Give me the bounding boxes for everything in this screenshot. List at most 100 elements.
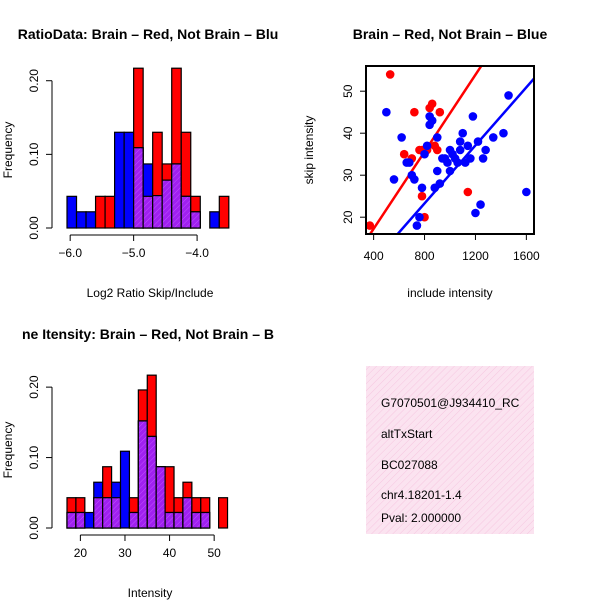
scatter-frame bbox=[365, 65, 535, 235]
brain-point bbox=[399, 149, 409, 159]
not-brain-point bbox=[412, 221, 422, 230]
scatter-y-tick-label: 30 bbox=[341, 168, 355, 182]
not-brain-point bbox=[478, 154, 488, 163]
intensity-histogram-overlap-bar bbox=[75, 511, 86, 529]
info-event-type: altTxStart bbox=[381, 427, 433, 441]
info-accession: BC027088 bbox=[381, 458, 438, 472]
intensity-histogram-overlap-bar bbox=[128, 511, 139, 529]
not-brain-point bbox=[468, 112, 478, 121]
not-brain-point bbox=[455, 137, 465, 146]
ratio-histogram: RatioData: Brain – Red, Not Brain – Blu … bbox=[1, 26, 278, 300]
intensity-histogram-overlap-bar bbox=[110, 497, 122, 529]
intensity-histogram-y-tick-label: 0.10 bbox=[27, 446, 41, 470]
ratio-histogram-title: RatioData: Brain – Red, Not Brain – Blu bbox=[18, 26, 279, 42]
not-brain-point bbox=[420, 149, 429, 159]
brain-point bbox=[432, 145, 442, 155]
ratio-histogram-y-tick-label: 0.10 bbox=[27, 142, 41, 166]
ratio-histogram-overlap-bar bbox=[171, 163, 182, 229]
not-brain-point bbox=[466, 154, 475, 163]
ratio-histogram-x-tick-label: −4.0 bbox=[185, 246, 209, 260]
intensity-histogram-x-tick-label: 30 bbox=[118, 546, 132, 560]
not-brain-point bbox=[453, 158, 462, 167]
intensity-histogram-x-tick-label: 50 bbox=[207, 546, 221, 560]
intensity-histogram-not-brain-bar bbox=[119, 450, 131, 529]
intensity-histogram-xlabel: Intensity bbox=[128, 586, 173, 600]
intensity-histogram-not-brain-bar bbox=[84, 511, 95, 529]
not-brain-point bbox=[432, 133, 442, 142]
not-brain-point bbox=[382, 107, 391, 117]
intensity-histogram-overlap-bar bbox=[200, 511, 211, 529]
ratio-histogram-overlap-bar bbox=[133, 147, 144, 229]
ratio-histogram-overlap-bar bbox=[180, 195, 192, 229]
scatter-y-tick-label: 40 bbox=[341, 126, 355, 140]
ratio-histogram-bars bbox=[66, 67, 230, 229]
ratio-histogram-not-brain-bar bbox=[66, 195, 78, 229]
not-brain-point bbox=[389, 175, 399, 184]
intensity-histogram-overlap-bar bbox=[191, 511, 202, 529]
info-pval: Pval: 2.000000 bbox=[381, 511, 461, 525]
brain-point bbox=[427, 99, 437, 109]
brain-point bbox=[463, 187, 473, 197]
ratio-histogram-x-tick-label: −5.0 bbox=[122, 246, 146, 260]
not-brain-point bbox=[415, 212, 424, 222]
not-brain-point bbox=[455, 145, 465, 155]
intensity-histogram-overlap-bar bbox=[137, 420, 148, 529]
not-brain-point bbox=[410, 175, 419, 184]
not-brain-point bbox=[404, 158, 414, 167]
brain-point bbox=[385, 70, 395, 79]
not-brain-point bbox=[397, 133, 406, 142]
not-brain-point bbox=[458, 128, 468, 138]
not-brain-point bbox=[445, 166, 455, 176]
intensity-histogram-brain-bar bbox=[218, 497, 229, 529]
info-location: chr4.18201-1.4 bbox=[381, 488, 462, 502]
ratio-histogram-brain-bar bbox=[94, 195, 106, 229]
intensity-histogram-overlap-bar bbox=[155, 466, 166, 529]
ratio-histogram-overlap-bar bbox=[161, 179, 173, 229]
not-brain-point bbox=[522, 187, 531, 197]
intensity-histogram-overlap-bar bbox=[66, 511, 77, 529]
ratio-histogram-overlap-bar bbox=[152, 195, 163, 229]
not-brain-point bbox=[432, 166, 442, 176]
intensity-histogram-axes: 20 30 40 50 0.00 0.10 0.20 bbox=[27, 375, 221, 560]
ratio-histogram-brain-bar bbox=[104, 195, 116, 229]
not-brain-point bbox=[422, 141, 432, 151]
not-brain-point bbox=[463, 141, 473, 151]
intensity-scatter-ylabel: skip intensity bbox=[302, 116, 316, 185]
scatter-y-tick-label: 50 bbox=[341, 84, 355, 98]
intensity-scatter-title: Brain – Red, Not Brain – Blue bbox=[353, 26, 548, 42]
brain-point bbox=[366, 221, 375, 230]
not-brain-point bbox=[471, 208, 480, 218]
scatter-x-tick-label: 1600 bbox=[513, 249, 540, 263]
scatter-plot-area bbox=[366, 66, 534, 234]
intensity-histogram-bars bbox=[66, 374, 229, 529]
intensity-histogram: ne Itensity: Brain – Red, Not Brain – B … bbox=[1, 326, 274, 600]
not-brain-point bbox=[473, 137, 483, 146]
ratio-histogram-not-brain-bar bbox=[85, 211, 97, 229]
ratio-histogram-axes: −6.0 −5.0 −4.0 0.00 0.10 0.20 bbox=[27, 69, 209, 260]
brain-point bbox=[435, 107, 445, 117]
brain-point bbox=[417, 191, 427, 201]
intensity-histogram-overlap-bar bbox=[182, 497, 193, 529]
scatter-x-tick-label: 800 bbox=[415, 249, 435, 263]
info-probe-id: G7070501@J934410_RC bbox=[381, 396, 520, 410]
intensity-histogram-overlap-bar bbox=[146, 435, 157, 529]
ratio-histogram-overlap-bar bbox=[142, 195, 154, 229]
not-brain-point bbox=[504, 91, 513, 100]
ratio-histogram-not-brain-bar bbox=[123, 131, 135, 229]
ratio-histogram-not-brain-bar bbox=[209, 211, 220, 229]
intensity-histogram-x-tick-label: 40 bbox=[163, 546, 177, 560]
ratio-histogram-ylabel: Frequency bbox=[1, 122, 15, 179]
not-brain-point bbox=[417, 183, 427, 193]
not-brain-point bbox=[476, 200, 485, 209]
brain-point bbox=[410, 107, 419, 117]
info-panel-background bbox=[366, 366, 534, 534]
ratio-histogram-brain-bar bbox=[218, 195, 230, 229]
not-brain-point bbox=[499, 128, 508, 138]
intensity-histogram-overlap-bar bbox=[102, 497, 113, 529]
ratio-histogram-xlabel: Log2 Ratio Skip/Include bbox=[87, 286, 214, 300]
ratio-histogram-x-tick-label: −6.0 bbox=[58, 246, 82, 260]
intensity-scatter-plot: 400 800 1200 1600 20 30 40 50 bbox=[341, 65, 540, 263]
ratio-histogram-not-brain-bar bbox=[75, 211, 87, 229]
intensity-scatter-xlabel: include intensity bbox=[407, 286, 492, 300]
